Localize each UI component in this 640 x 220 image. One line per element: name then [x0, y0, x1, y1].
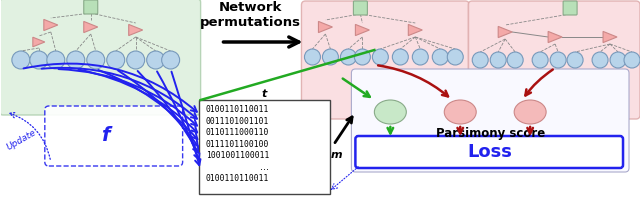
Text: 0100110110011: 0100110110011	[205, 105, 269, 114]
Text: Parsimony score: Parsimony score	[436, 126, 545, 139]
FancyBboxPatch shape	[563, 1, 577, 15]
FancyBboxPatch shape	[353, 1, 367, 15]
Polygon shape	[548, 31, 562, 43]
FancyBboxPatch shape	[0, 0, 200, 115]
Text: f: f	[102, 125, 110, 145]
FancyBboxPatch shape	[45, 106, 182, 166]
FancyBboxPatch shape	[351, 69, 629, 172]
Circle shape	[490, 52, 506, 68]
Circle shape	[372, 49, 388, 65]
Circle shape	[305, 49, 321, 65]
Text: 0100110110011: 0100110110011	[205, 174, 269, 183]
Circle shape	[432, 49, 448, 65]
Text: 0110111000110: 0110111000110	[205, 128, 269, 137]
FancyBboxPatch shape	[301, 1, 469, 119]
Circle shape	[107, 51, 125, 69]
Polygon shape	[84, 21, 98, 33]
Ellipse shape	[514, 100, 546, 124]
Circle shape	[532, 52, 548, 68]
Circle shape	[567, 52, 583, 68]
Circle shape	[472, 52, 488, 68]
Circle shape	[12, 51, 30, 69]
Circle shape	[592, 52, 608, 68]
Circle shape	[550, 52, 566, 68]
Circle shape	[610, 52, 626, 68]
Polygon shape	[603, 31, 617, 43]
Circle shape	[507, 52, 523, 68]
Circle shape	[624, 52, 640, 68]
Circle shape	[127, 51, 145, 69]
Text: Network
permutations: Network permutations	[200, 1, 301, 29]
FancyBboxPatch shape	[84, 0, 98, 14]
Polygon shape	[408, 24, 422, 36]
Text: m: m	[330, 150, 342, 160]
Circle shape	[162, 51, 180, 69]
Text: Loss: Loss	[468, 143, 513, 161]
Circle shape	[355, 49, 371, 65]
FancyBboxPatch shape	[198, 100, 330, 194]
Circle shape	[30, 51, 48, 69]
Text: t: t	[262, 89, 268, 99]
Polygon shape	[129, 24, 143, 36]
Polygon shape	[319, 21, 332, 33]
Text: 1001001100011: 1001001100011	[205, 151, 269, 160]
Ellipse shape	[374, 100, 406, 124]
Circle shape	[67, 51, 84, 69]
Polygon shape	[33, 37, 45, 47]
Polygon shape	[44, 19, 58, 31]
Circle shape	[340, 49, 356, 65]
Text: 0111101100100: 0111101100100	[205, 139, 269, 148]
Polygon shape	[498, 26, 512, 38]
Circle shape	[323, 49, 339, 65]
Polygon shape	[355, 24, 369, 36]
Circle shape	[447, 49, 463, 65]
Ellipse shape	[444, 100, 476, 124]
Text: Update: Update	[4, 128, 37, 152]
Circle shape	[392, 49, 408, 65]
Text: ...: ...	[260, 161, 269, 172]
FancyBboxPatch shape	[355, 136, 623, 168]
Circle shape	[147, 51, 164, 69]
Circle shape	[87, 51, 105, 69]
Text: 0011101001101: 0011101001101	[205, 117, 269, 125]
FancyBboxPatch shape	[468, 1, 640, 119]
Circle shape	[412, 49, 428, 65]
Circle shape	[47, 51, 65, 69]
